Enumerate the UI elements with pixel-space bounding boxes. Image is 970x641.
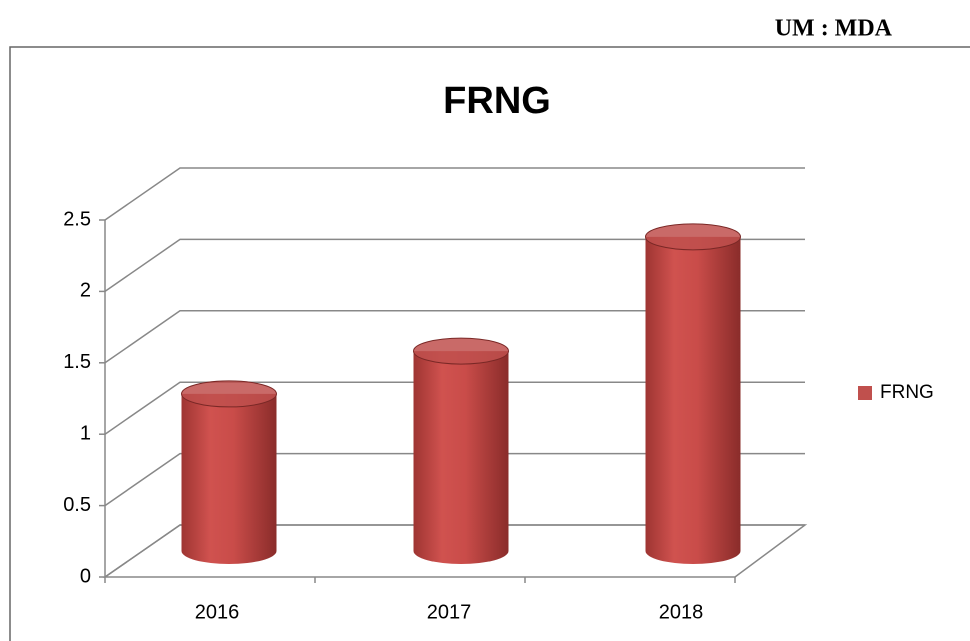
y-tick-label: 1 [80,422,91,444]
grid-line [104,238,805,293]
chart-title: FRNG [443,80,551,122]
y-tick-label: 0 [80,565,91,587]
bar-top [413,337,509,365]
legend-swatch [858,386,872,400]
grid-line [104,167,805,221]
bar [413,351,509,564]
legend-label: FRNG [880,382,934,403]
grid-line [104,310,805,364]
chart-border [9,46,970,641]
x-tick-label: 2016 [195,601,240,623]
y-tick-label: 1.5 [63,351,91,373]
x-tick-label: 2018 [659,601,704,623]
grid-line [104,524,805,578]
bar-top [645,223,741,251]
y-tick-label: 0.5 [63,494,91,516]
unit-label: UM : MDA [775,16,893,42]
bar [181,393,277,564]
x-tick-label: 2017 [427,601,472,623]
y-tick-label: 2.5 [63,208,91,230]
bar-top [181,380,277,408]
grid-line [104,381,805,435]
bar [645,236,741,564]
grid-line [104,452,805,507]
y-tick-label: 2 [80,280,91,302]
